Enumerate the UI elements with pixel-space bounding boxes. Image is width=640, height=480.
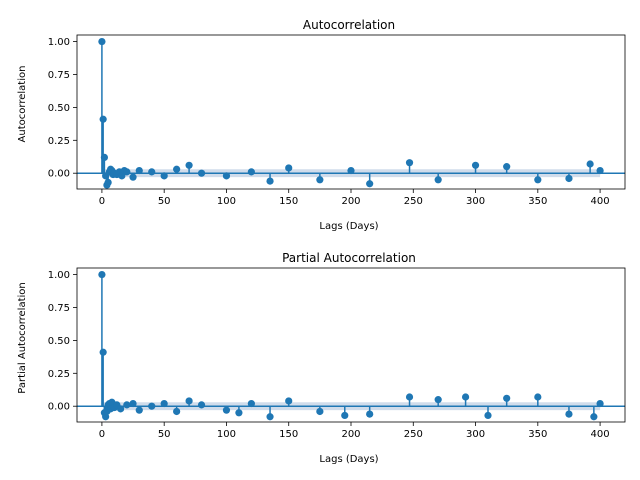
acf-point	[471, 161, 480, 169]
pacf-point	[135, 406, 143, 414]
pacf-ytick-label: 0.50	[48, 336, 70, 347]
acf-point	[222, 172, 231, 180]
acf-xtick-label: 150	[279, 196, 298, 207]
pacf-xtick-label: 150	[279, 429, 298, 440]
acf-ytick-label: 0.25	[48, 136, 70, 147]
pacf-point	[173, 407, 181, 416]
acf-point	[129, 173, 137, 181]
acf-subplot: Autocorrelation Lags (Days) Autocorrelat…	[17, 18, 626, 232]
pacf-point	[222, 406, 231, 414]
pacf-point	[596, 399, 604, 408]
acf-point	[266, 177, 274, 185]
pacf-point	[285, 397, 293, 405]
pacf-xtick-label: 50	[158, 429, 171, 440]
pacf-title: Partial Autocorrelation	[282, 251, 416, 265]
pacf-point	[484, 411, 492, 420]
acf-xtick-label: 350	[528, 196, 547, 207]
pacf-xtick-label: 0	[99, 429, 105, 440]
acf-point	[185, 161, 193, 169]
pacf-xtick-label: 100	[217, 429, 236, 440]
acf-ytick-label: 0.50	[48, 103, 70, 114]
acf-ytick-label: 1.00	[48, 37, 70, 48]
acf-point	[366, 180, 374, 188]
acf-point	[405, 159, 414, 167]
acf-xtick-label: 200	[341, 196, 360, 207]
pacf-point	[434, 396, 442, 404]
pacf-point	[341, 411, 349, 420]
pacf-xlabel: Lags (Days)	[319, 454, 378, 465]
pacf-point	[266, 413, 274, 421]
acf-point	[347, 166, 355, 175]
acf-point	[586, 160, 594, 168]
pacf-xtick-label: 250	[404, 429, 423, 440]
acf-point	[135, 166, 143, 175]
acf-point	[534, 176, 542, 184]
pacf-point	[129, 399, 137, 408]
pacf-axes-frame	[76, 267, 626, 423]
pacf-xtick-label: 300	[466, 429, 485, 440]
acf-title: Autocorrelation	[303, 18, 395, 32]
pacf-ytick-label: 0.25	[48, 369, 70, 380]
pacf-point	[590, 413, 598, 421]
acf-xtick-label: 250	[404, 196, 423, 207]
acf-ytick-label: 0.75	[48, 70, 70, 81]
acf-point	[197, 169, 206, 177]
pacf-ytick-label: 0.75	[48, 303, 70, 314]
acf-xtick-label: 0	[99, 196, 105, 207]
pacf-point	[123, 401, 131, 409]
acf-point	[173, 165, 181, 173]
pacf-point	[116, 405, 125, 413]
acf-point	[247, 168, 255, 176]
acf-xlabel: Lags (Days)	[319, 221, 378, 232]
acf-point	[148, 168, 156, 176]
pacf-xtick-label: 400	[591, 429, 610, 440]
pacf-point	[503, 394, 511, 402]
acf-point	[123, 168, 131, 176]
pacf-ytick-label: 1.00	[48, 270, 70, 281]
pacf-point	[461, 393, 470, 401]
acf-point	[98, 37, 106, 46]
pacf-ytick-label: 0.00	[48, 402, 70, 413]
pacf-point	[185, 397, 193, 405]
pacf-point	[160, 399, 168, 408]
pacf-point	[148, 402, 156, 410]
acf-point	[99, 115, 107, 123]
acf-xtick-label: 400	[591, 196, 610, 207]
acf-point	[104, 178, 112, 187]
acf-point	[285, 164, 293, 172]
acf-xtick-label: 300	[466, 196, 485, 207]
acf-point	[503, 163, 511, 171]
pacf-point	[235, 409, 243, 417]
acf-point	[434, 176, 442, 184]
pacf-point	[366, 410, 374, 418]
acf-point	[316, 176, 324, 184]
pacf-xtick-label: 200	[341, 429, 360, 440]
pacf-point	[316, 407, 324, 416]
pacf-point	[247, 399, 255, 408]
acf-ylabel: Autocorrelation	[17, 66, 28, 143]
pacf-point	[197, 401, 206, 409]
acf-ytick-label: 0.00	[48, 169, 70, 180]
acf-xtick-label: 50	[158, 196, 171, 207]
pacf-ylabel: Partial Autocorrelation	[17, 282, 28, 393]
acf-xtick-label: 100	[217, 196, 236, 207]
pacf-point	[534, 393, 542, 401]
acf-axes-frame	[76, 34, 626, 190]
acf-point	[100, 153, 108, 162]
acf-point	[160, 172, 168, 180]
pacf-point	[565, 410, 573, 418]
acf-point	[596, 166, 604, 175]
pacf-point	[99, 348, 107, 356]
pacf-xtick-label: 350	[528, 429, 547, 440]
pacf-subplot: Partial Autocorrelation Lags (Days) Part…	[17, 251, 626, 465]
pacf-point	[405, 393, 414, 401]
pacf-point	[98, 270, 106, 279]
acf-point	[565, 174, 573, 183]
